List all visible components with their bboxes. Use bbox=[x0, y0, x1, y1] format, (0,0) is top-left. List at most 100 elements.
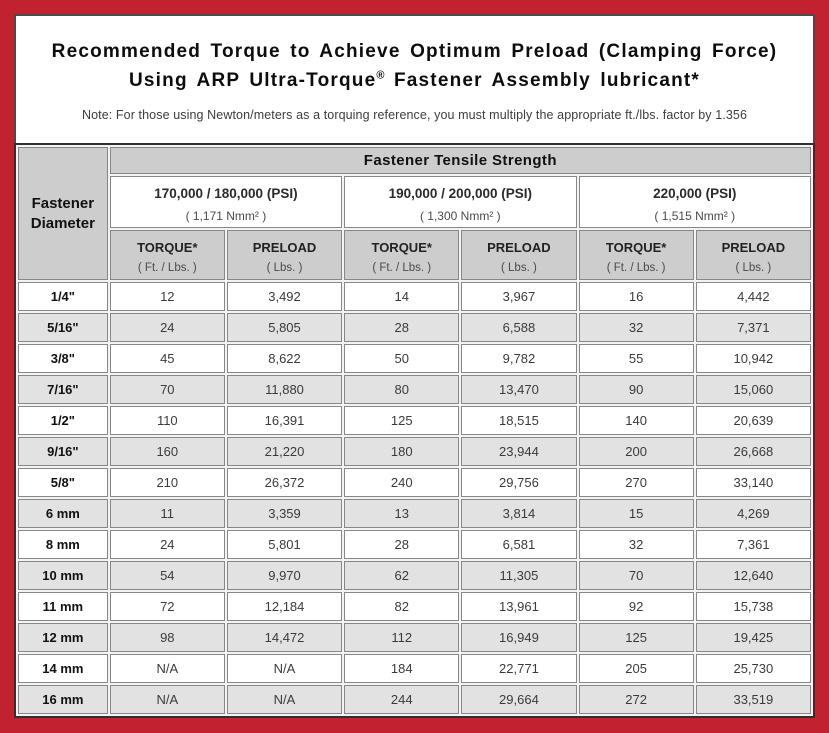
preload-value-cell: 25,730 bbox=[695, 654, 811, 683]
torque-value-cell: 270 bbox=[578, 468, 694, 497]
preload-value-cell: 4,269 bbox=[695, 499, 811, 528]
page-title: Recommended Torque to Achieve Optimum Pr… bbox=[24, 37, 805, 96]
table-row: 12 mm 98 14,472 112 16,949 125 19,425 bbox=[18, 623, 811, 652]
torque-value-cell: 62 bbox=[344, 561, 460, 590]
preload-value-cell: 3,967 bbox=[461, 282, 577, 311]
preload-value-cell: 33,140 bbox=[695, 468, 811, 497]
torque-value-cell: 72 bbox=[109, 592, 225, 621]
torque-value-cell: 24 bbox=[109, 530, 225, 559]
fastener-diameter-cell: 5/16" bbox=[18, 313, 108, 342]
torque-value-cell: 98 bbox=[109, 623, 225, 652]
preload-value-cell: 3,814 bbox=[461, 499, 577, 528]
psi-group-170-180: 170,000 / 180,000 (PSI) ( 1,171 Nmm² ) bbox=[109, 176, 343, 228]
preload-column-header: PRELOAD ( Lbs. ) bbox=[695, 230, 811, 280]
preload-value-cell: 6,588 bbox=[461, 313, 577, 342]
preload-value-cell: 15,060 bbox=[695, 375, 811, 404]
torque-value-cell: 112 bbox=[344, 623, 460, 652]
torque-value-cell: 240 bbox=[344, 468, 460, 497]
table-row: 14 mm N/A N/A 184 22,771 205 25,730 bbox=[18, 654, 811, 683]
fastener-diameter-cell: 12 mm bbox=[18, 623, 108, 652]
preload-value-cell: 7,371 bbox=[695, 313, 811, 342]
preload-value-cell: 29,756 bbox=[461, 468, 577, 497]
preload-value-cell: 22,771 bbox=[461, 654, 577, 683]
table-row: 5/16" 24 5,805 28 6,588 32 7,371 bbox=[18, 313, 811, 342]
preload-value-cell: 20,639 bbox=[695, 406, 811, 435]
preload-value-cell: 9,782 bbox=[461, 344, 577, 373]
torque-value-cell: 32 bbox=[578, 313, 694, 342]
preload-value-cell: N/A bbox=[226, 685, 343, 714]
torque-value-cell: 110 bbox=[109, 406, 225, 435]
table-row: 11 mm 72 12,184 82 13,961 92 15,738 bbox=[18, 592, 811, 621]
fastener-diameter-cell: 16 mm bbox=[18, 685, 108, 714]
preload-value-cell: 10,942 bbox=[695, 344, 811, 373]
title-panel: Recommended Torque to Achieve Optimum Pr… bbox=[14, 14, 815, 143]
preload-value-cell: 5,805 bbox=[226, 313, 343, 342]
torque-value-cell: 205 bbox=[578, 654, 694, 683]
preload-value-cell: 23,944 bbox=[461, 437, 577, 466]
preload-value-cell: 12,184 bbox=[226, 592, 343, 621]
fastener-diameter-cell: 7/16" bbox=[18, 375, 108, 404]
torque-value-cell: 55 bbox=[578, 344, 694, 373]
preload-value-cell: 11,880 bbox=[226, 375, 343, 404]
preload-value-cell: 15,738 bbox=[695, 592, 811, 621]
table-row: 7/16" 70 11,880 80 13,470 90 15,060 bbox=[18, 375, 811, 404]
preload-value-cell: 3,359 bbox=[226, 499, 343, 528]
torque-value-cell: 125 bbox=[578, 623, 694, 652]
fastener-diameter-cell: 11 mm bbox=[18, 592, 108, 621]
preload-value-cell: 14,472 bbox=[226, 623, 343, 652]
table-row: 1/2" 110 16,391 125 18,515 140 20,639 bbox=[18, 406, 811, 435]
psi-group-header-row: 170,000 / 180,000 (PSI) ( 1,171 Nmm² ) 1… bbox=[18, 176, 811, 228]
torque-value-cell: 14 bbox=[344, 282, 460, 311]
torque-value-cell: 272 bbox=[578, 685, 694, 714]
preload-value-cell: 26,372 bbox=[226, 468, 343, 497]
fastener-diameter-cell: 10 mm bbox=[18, 561, 108, 590]
preload-value-cell: 16,391 bbox=[226, 406, 343, 435]
torque-value-cell: 125 bbox=[344, 406, 460, 435]
fastener-tensile-strength-header: Fastener Tensile Strength bbox=[109, 147, 811, 174]
fastener-diameter-cell: 9/16" bbox=[18, 437, 108, 466]
fastener-diameter-cell: 8 mm bbox=[18, 530, 108, 559]
title-line2: Using ARP Ultra-Torque® Fastener Assembl… bbox=[128, 70, 701, 92]
torque-value-cell: 54 bbox=[109, 561, 225, 590]
torque-value-cell: 11 bbox=[109, 499, 225, 528]
preload-column-header: PRELOAD ( Lbs. ) bbox=[226, 230, 343, 280]
torque-value-cell: 12 bbox=[109, 282, 225, 311]
preload-value-cell: 3,492 bbox=[226, 282, 343, 311]
preload-value-cell: 5,801 bbox=[226, 530, 343, 559]
fastener-diameter-header: Fastener Diameter bbox=[18, 147, 108, 280]
torque-preload-header-row: TORQUE* ( Ft. / Lbs. ) PRELOAD ( Lbs. ) … bbox=[18, 230, 811, 280]
preload-value-cell: 19,425 bbox=[695, 623, 811, 652]
title-line1: Recommended Torque to Achieve Optimum Pr… bbox=[51, 41, 778, 62]
preload-value-cell: 4,442 bbox=[695, 282, 811, 311]
table-row: 8 mm 24 5,801 28 6,581 32 7,361 bbox=[18, 530, 811, 559]
preload-value-cell: 16,949 bbox=[461, 623, 577, 652]
preload-value-cell: 6,581 bbox=[461, 530, 577, 559]
torque-value-cell: 13 bbox=[344, 499, 460, 528]
table-row: 1/4" 12 3,492 14 3,967 16 4,442 bbox=[18, 282, 811, 311]
preload-value-cell: 29,664 bbox=[461, 685, 577, 714]
table-row: 9/16" 160 21,220 180 23,944 200 26,668 bbox=[18, 437, 811, 466]
torque-value-cell: 70 bbox=[109, 375, 225, 404]
newton-meters-note: Note: For those using Newton/meters as a… bbox=[81, 107, 747, 122]
torque-column-header: TORQUE* ( Ft. / Lbs. ) bbox=[344, 230, 460, 280]
preload-value-cell: 8,622 bbox=[226, 344, 343, 373]
torque-value-cell: 16 bbox=[578, 282, 694, 311]
preload-value-cell: 12,640 bbox=[695, 561, 811, 590]
preload-value-cell: 18,515 bbox=[461, 406, 577, 435]
torque-value-cell: 140 bbox=[578, 406, 694, 435]
fastener-diameter-cell: 6 mm bbox=[18, 499, 108, 528]
table-row: 10 mm 54 9,970 62 11,305 70 12,640 bbox=[18, 561, 811, 590]
preload-value-cell: 7,361 bbox=[695, 530, 811, 559]
torque-value-cell: 50 bbox=[344, 344, 460, 373]
preload-value-cell: 33,519 bbox=[695, 685, 811, 714]
torque-value-cell: 92 bbox=[578, 592, 694, 621]
torque-value-cell: 28 bbox=[344, 313, 460, 342]
torque-spec-table: Fastener Diameter Fastener Tensile Stren… bbox=[14, 143, 815, 718]
table-row: 16 mm N/A N/A 244 29,664 272 33,519 bbox=[18, 685, 811, 714]
table-row: 5/8" 210 26,372 240 29,756 270 33,140 bbox=[18, 468, 811, 497]
torque-value-cell: N/A bbox=[109, 685, 225, 714]
fastener-diameter-cell: 1/4" bbox=[18, 282, 108, 311]
preload-value-cell: N/A bbox=[226, 654, 343, 683]
preload-value-cell: 13,961 bbox=[461, 592, 577, 621]
preload-value-cell: 13,470 bbox=[461, 375, 577, 404]
